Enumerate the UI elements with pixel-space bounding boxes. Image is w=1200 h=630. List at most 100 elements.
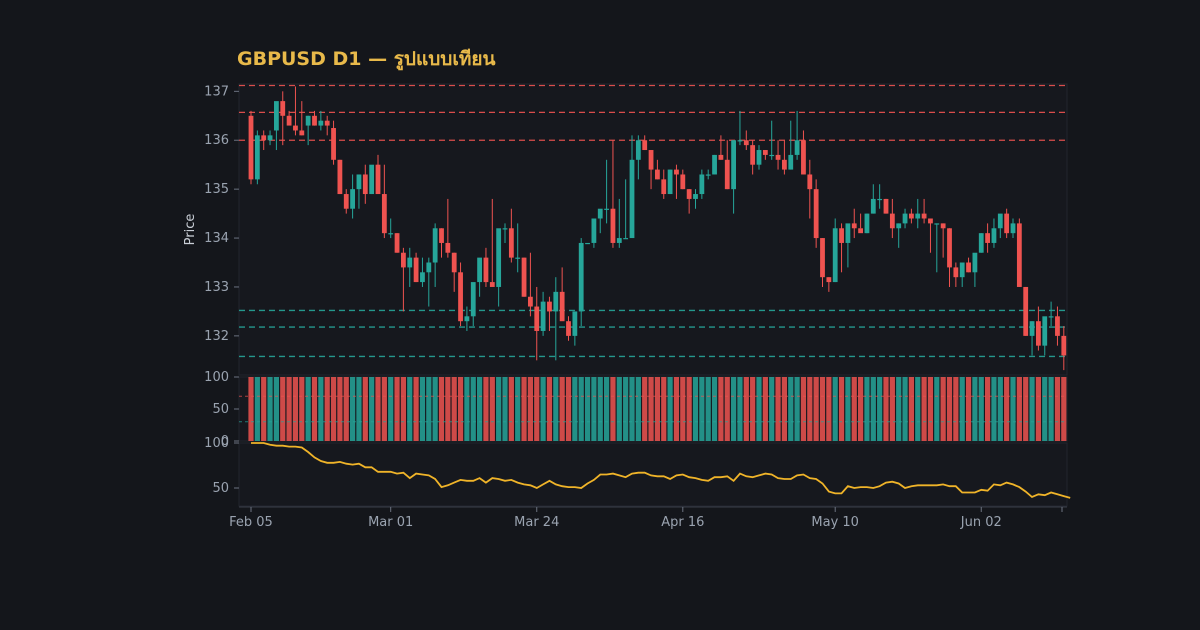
volume-bar (477, 377, 483, 441)
volume-bar (432, 377, 438, 441)
candle-body (356, 174, 362, 190)
volume-bar (718, 377, 724, 441)
volume-bar (400, 377, 406, 441)
candle-body (921, 213, 927, 219)
price-axis-label: Price (183, 214, 198, 246)
candle-body (477, 257, 482, 283)
volume-bar (527, 377, 533, 441)
volume-bar (489, 377, 495, 441)
candle-body (667, 169, 673, 195)
candle-body (1004, 213, 1010, 234)
candle-body (578, 242, 584, 312)
volume-bar (1023, 377, 1029, 441)
volume-bar (743, 377, 749, 441)
candle-body (889, 213, 895, 229)
volume-bar (921, 377, 927, 441)
volume-bar (699, 377, 705, 441)
candle-body (635, 140, 641, 160)
volume-bar (991, 377, 997, 441)
candle-body (839, 228, 844, 243)
price-tick-label: 137 (204, 84, 229, 99)
candle-body (997, 213, 1003, 229)
volume-bar (534, 377, 540, 441)
volume-bar (807, 377, 813, 441)
volume-bar (419, 377, 426, 441)
volume-bar (1016, 377, 1022, 441)
volume-bar (934, 377, 940, 441)
candle-body (572, 311, 578, 336)
volume-bar (483, 377, 489, 441)
candle-body (553, 291, 559, 312)
candle-body (274, 101, 279, 131)
candle-body (267, 135, 273, 141)
volume-bar (502, 377, 508, 441)
volume-bar (775, 377, 781, 441)
candle-body (464, 316, 470, 322)
x-tick-label: Feb 05 (229, 515, 273, 530)
volume-bar (324, 377, 330, 441)
volume-bar (584, 377, 591, 441)
candle-body (566, 321, 571, 336)
price-tick-label: 134 (204, 231, 229, 246)
x-tick-label: Mar 01 (368, 515, 413, 530)
volume-bar (565, 377, 572, 441)
candle-body (445, 242, 451, 253)
candle-body (883, 198, 889, 214)
candle-body (940, 223, 946, 229)
candle-body (978, 233, 984, 253)
volume-bar (623, 377, 629, 441)
candle-body (794, 140, 800, 155)
volume-bar (915, 377, 921, 441)
candle-body (693, 194, 698, 199)
candle-body (731, 140, 736, 190)
volume-bar (629, 377, 635, 441)
volume-bar (337, 377, 343, 441)
volume-bar (1035, 377, 1041, 441)
candle-body (496, 228, 502, 287)
volume-bar (794, 377, 800, 441)
candle-body (775, 154, 781, 160)
candle-body (972, 252, 978, 273)
volume-bar (496, 377, 502, 441)
volume-bar (546, 377, 553, 441)
volume-bar (1042, 377, 1048, 441)
volume-bar (362, 377, 368, 441)
candle-body (1023, 286, 1029, 336)
volume-bar (813, 377, 819, 441)
volume-bar (648, 377, 654, 441)
candle-body (1055, 316, 1060, 336)
volume-tick-label: 50 (212, 402, 229, 417)
candle-body (451, 252, 457, 273)
volume-bar (381, 377, 387, 441)
candle-body (858, 228, 863, 234)
candle-body (851, 223, 857, 229)
candle-body (280, 101, 286, 116)
volume-bar (597, 377, 603, 441)
candle-body (420, 272, 425, 283)
candle-body (928, 218, 933, 224)
candle-body (762, 150, 768, 155)
volume-bar (248, 377, 254, 441)
volume-bar (978, 377, 984, 441)
oscillator-tick-label: 100 (204, 436, 229, 451)
candle-body (324, 120, 330, 126)
volume-bar (908, 377, 914, 441)
candle-body (686, 189, 692, 199)
volume-bar (445, 377, 451, 441)
volume-bar (438, 377, 445, 441)
oscillator-panel (238, 442, 1068, 507)
volume-bar (305, 377, 311, 441)
volume-bar (819, 377, 826, 441)
candle-body (915, 213, 921, 219)
volume-tick-label: 100 (204, 370, 229, 385)
candle-body (705, 174, 711, 176)
candle-body (661, 179, 667, 195)
x-tick-label: Apr 16 (661, 515, 704, 530)
candle-body (426, 262, 432, 273)
candle-body (1010, 223, 1016, 234)
candle-body (318, 120, 324, 126)
volume-bar (572, 377, 578, 441)
candle-body (909, 213, 914, 219)
candle-body (381, 194, 387, 234)
